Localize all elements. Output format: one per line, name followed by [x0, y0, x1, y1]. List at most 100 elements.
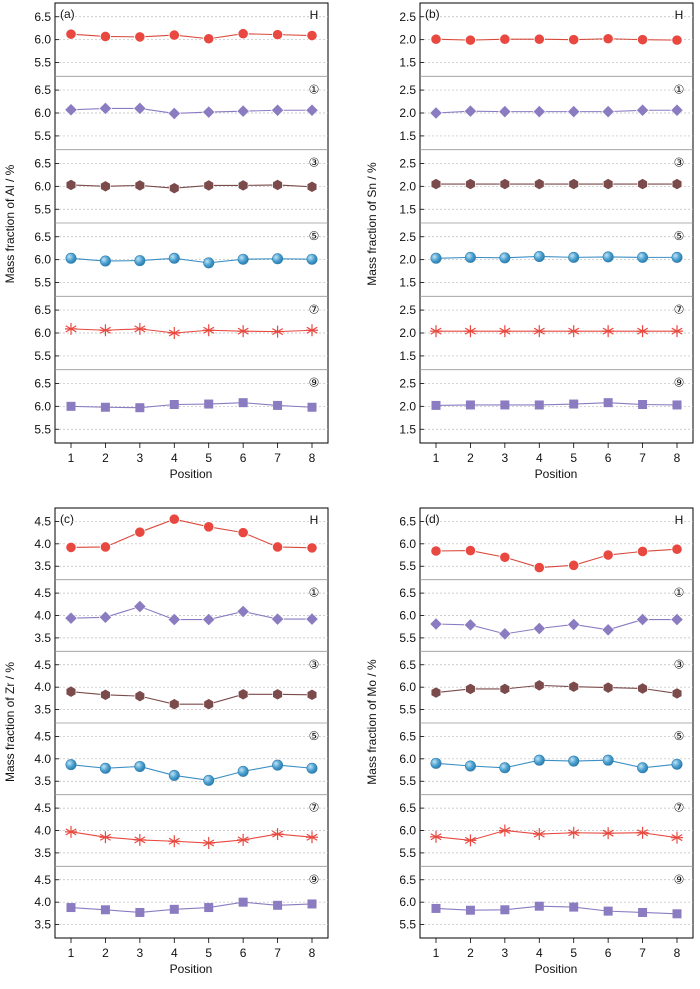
- data-point: [636, 545, 649, 558]
- x-axis-title: Position: [170, 467, 213, 481]
- data-point: [533, 33, 545, 45]
- data-point: [306, 324, 318, 337]
- data-point: [500, 905, 510, 915]
- series-band: 1.5 2.0 2.5 ⑤: [399, 222, 693, 290]
- series-label: ③: [309, 156, 320, 170]
- data-point: [168, 835, 181, 848]
- data-point: [533, 754, 545, 766]
- series-line: [70, 184, 313, 189]
- data-point: [237, 179, 249, 192]
- data-point: [429, 106, 443, 120]
- y-tick-label: 6.0: [34, 179, 51, 193]
- y-tick-label: 6.5: [34, 83, 51, 97]
- data-point: [671, 831, 683, 844]
- data-point: [204, 903, 214, 913]
- asterisk-stroke: [602, 829, 614, 837]
- asterisk-stroke: [272, 830, 284, 838]
- y-tick-label: 2.5: [399, 10, 416, 24]
- asterisk-stroke: [306, 833, 318, 841]
- y-tick-label: 2.0: [399, 399, 416, 413]
- y-tick-label: 4.0: [34, 680, 51, 694]
- y-tick-label: 4.5: [34, 801, 51, 815]
- series-band: 5.5 6.0 6.5 ①: [34, 75, 328, 143]
- x-tick-label: 5: [570, 946, 577, 960]
- x-tick-label: 5: [570, 451, 577, 465]
- data-point: [464, 251, 476, 263]
- series-label: ①: [309, 586, 320, 600]
- data-point: [671, 325, 683, 338]
- data-point: [670, 103, 684, 117]
- data-point: [636, 826, 649, 839]
- data-point: [534, 901, 544, 911]
- data-point: [99, 831, 112, 844]
- panel-al: (a) Mass fraction of Al / % Position 5.5…: [3, 2, 329, 481]
- data-point: [307, 402, 317, 412]
- y-tick-label: 4.0: [34, 895, 51, 909]
- data-point: [534, 400, 544, 410]
- data-point: [168, 29, 180, 41]
- data-point: [636, 34, 649, 46]
- y-tick-label: 2.5: [399, 230, 416, 244]
- data-point: [203, 33, 215, 45]
- data-point: [670, 612, 684, 627]
- y-axis-title: Mass fraction of Sn / %: [365, 162, 379, 286]
- data-point: [464, 544, 477, 557]
- data-point: [65, 179, 77, 191]
- data-point: [203, 698, 214, 711]
- y-tick-label: 4.5: [34, 586, 51, 600]
- series-band: 3.5 4.0 4.5 ⑤: [34, 722, 328, 788]
- series-label: H: [675, 513, 684, 527]
- series-line: [70, 901, 313, 914]
- data-point: [464, 834, 477, 847]
- data-point: [499, 178, 511, 190]
- asterisk-stroke: [568, 327, 580, 335]
- data-point: [533, 561, 545, 574]
- y-tick-label: 4.5: [34, 658, 51, 672]
- data-point: [270, 612, 285, 626]
- data-point: [532, 621, 546, 636]
- data-point: [65, 685, 77, 698]
- data-point: [568, 251, 580, 263]
- data-point: [465, 400, 475, 410]
- series-band: 3.5 4.0 4.5 ⑦: [34, 794, 328, 860]
- data-point: [204, 399, 214, 409]
- y-tick-label: 2.0: [399, 33, 416, 47]
- data-point: [202, 837, 215, 850]
- asterisk-stroke: [168, 329, 180, 337]
- x-tick-label: 3: [502, 451, 509, 465]
- y-tick-label: 6.0: [399, 537, 416, 551]
- series-line: [70, 764, 313, 781]
- data-point: [637, 178, 648, 190]
- data-point: [133, 322, 146, 335]
- data-point: [237, 325, 250, 338]
- asterisk-stroke: [568, 829, 580, 837]
- y-axis-title: Mass fraction of Al / %: [3, 164, 17, 283]
- series-band: 3.5 4.0 4.5 ③: [34, 650, 328, 717]
- data-point: [499, 762, 511, 774]
- series-line: [70, 691, 313, 705]
- data-point: [236, 104, 250, 118]
- data-point: [534, 178, 545, 190]
- series-band: 5.5 6.0 6.5 H: [34, 8, 328, 70]
- asterisk-stroke: [237, 327, 249, 335]
- asterisk-stroke: [99, 326, 111, 334]
- data-point: [237, 688, 249, 701]
- series-band: 1.5 2.0 2.5 ⑦: [399, 295, 693, 363]
- x-tick-label: 7: [639, 451, 646, 465]
- y-tick-label: 1.5: [399, 422, 416, 436]
- y-tick-label: 4.0: [34, 752, 51, 766]
- asterisk-stroke: [272, 328, 284, 336]
- series-label: H: [310, 513, 319, 527]
- y-tick-label: 2.0: [399, 253, 416, 267]
- panel-label: (d): [425, 512, 440, 526]
- data-point: [236, 604, 250, 619]
- panel-label: (c): [60, 512, 74, 526]
- data-point: [272, 253, 284, 265]
- x-tick-label: 8: [674, 946, 681, 960]
- y-tick-label: 6.0: [399, 752, 416, 766]
- y-tick-label: 6.5: [34, 10, 51, 24]
- data-point: [99, 541, 112, 553]
- series-label: ⑤: [309, 729, 320, 743]
- series-band: 3.5 4.0 4.5 ⑨: [34, 865, 328, 932]
- series-label: ③: [309, 657, 320, 671]
